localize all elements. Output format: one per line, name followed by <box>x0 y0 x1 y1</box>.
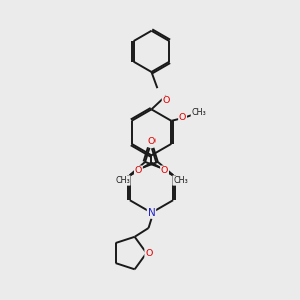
Text: O: O <box>145 249 152 258</box>
Text: O: O <box>163 96 170 105</box>
Text: CH₃: CH₃ <box>115 176 130 185</box>
Text: N: N <box>148 208 155 218</box>
Text: O: O <box>161 166 168 175</box>
Text: O: O <box>179 113 186 122</box>
Text: CH₃: CH₃ <box>191 108 206 117</box>
Text: O: O <box>148 137 156 146</box>
Text: O: O <box>135 166 142 175</box>
Text: CH₃: CH₃ <box>173 176 188 185</box>
Text: O: O <box>147 137 155 146</box>
